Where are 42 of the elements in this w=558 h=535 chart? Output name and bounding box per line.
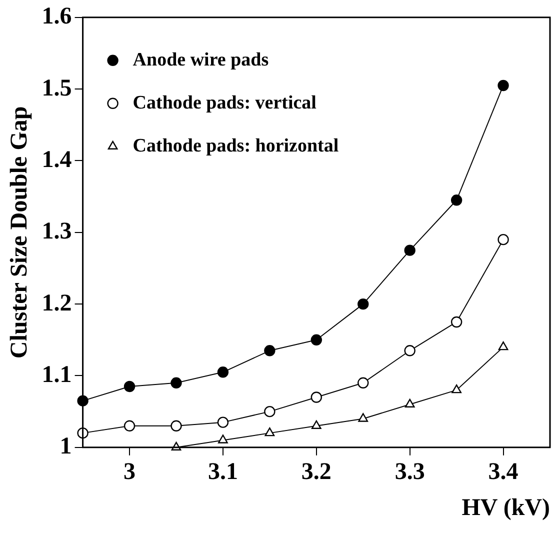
y-tick-label: 1.2 — [42, 290, 72, 316]
x-axis-title: HV (kV) — [462, 494, 550, 521]
point — [310, 334, 322, 346]
point — [310, 392, 322, 403]
point — [450, 316, 462, 328]
y-tick-label: 1 — [60, 434, 72, 460]
point — [124, 380, 136, 392]
legend-label: Cathode pads: vertical — [132, 92, 316, 114]
point — [498, 80, 509, 92]
point — [404, 398, 415, 408]
x-tick-label: 3.4 — [488, 459, 518, 486]
point — [264, 427, 275, 436]
y-tick-label: 1.4 — [42, 146, 72, 173]
point — [264, 345, 276, 356]
point — [358, 413, 368, 422]
point — [264, 406, 276, 418]
legend-label: Anode wire pads — [132, 49, 269, 70]
x-tick-label: 3.2 — [301, 459, 332, 486]
point — [217, 366, 229, 378]
point — [498, 341, 508, 350]
point — [450, 194, 462, 206]
x-tick-label: 3.3 — [394, 459, 425, 486]
y-tick-label: 1.1 — [42, 362, 72, 388]
point — [358, 377, 369, 388]
y-axis-title: Cluster Size Double Gap — [6, 106, 33, 359]
x-tick-label: 3.1 — [208, 459, 238, 486]
point — [124, 420, 136, 432]
point — [358, 298, 369, 310]
y-tick-label: 1.5 — [42, 75, 72, 102]
point — [404, 244, 416, 256]
y-tick-label: 1.3 — [42, 218, 72, 245]
y-tick-label: 1.6 — [42, 4, 72, 30]
point — [170, 377, 182, 388]
point — [404, 345, 416, 356]
point — [170, 420, 182, 432]
x-tick-label: 3 — [124, 459, 136, 486]
point — [452, 384, 462, 394]
point — [311, 420, 322, 429]
point — [218, 434, 228, 444]
point — [217, 416, 229, 428]
point — [498, 234, 509, 246]
legend-label: Cathode pads: horizontal — [132, 135, 339, 156]
